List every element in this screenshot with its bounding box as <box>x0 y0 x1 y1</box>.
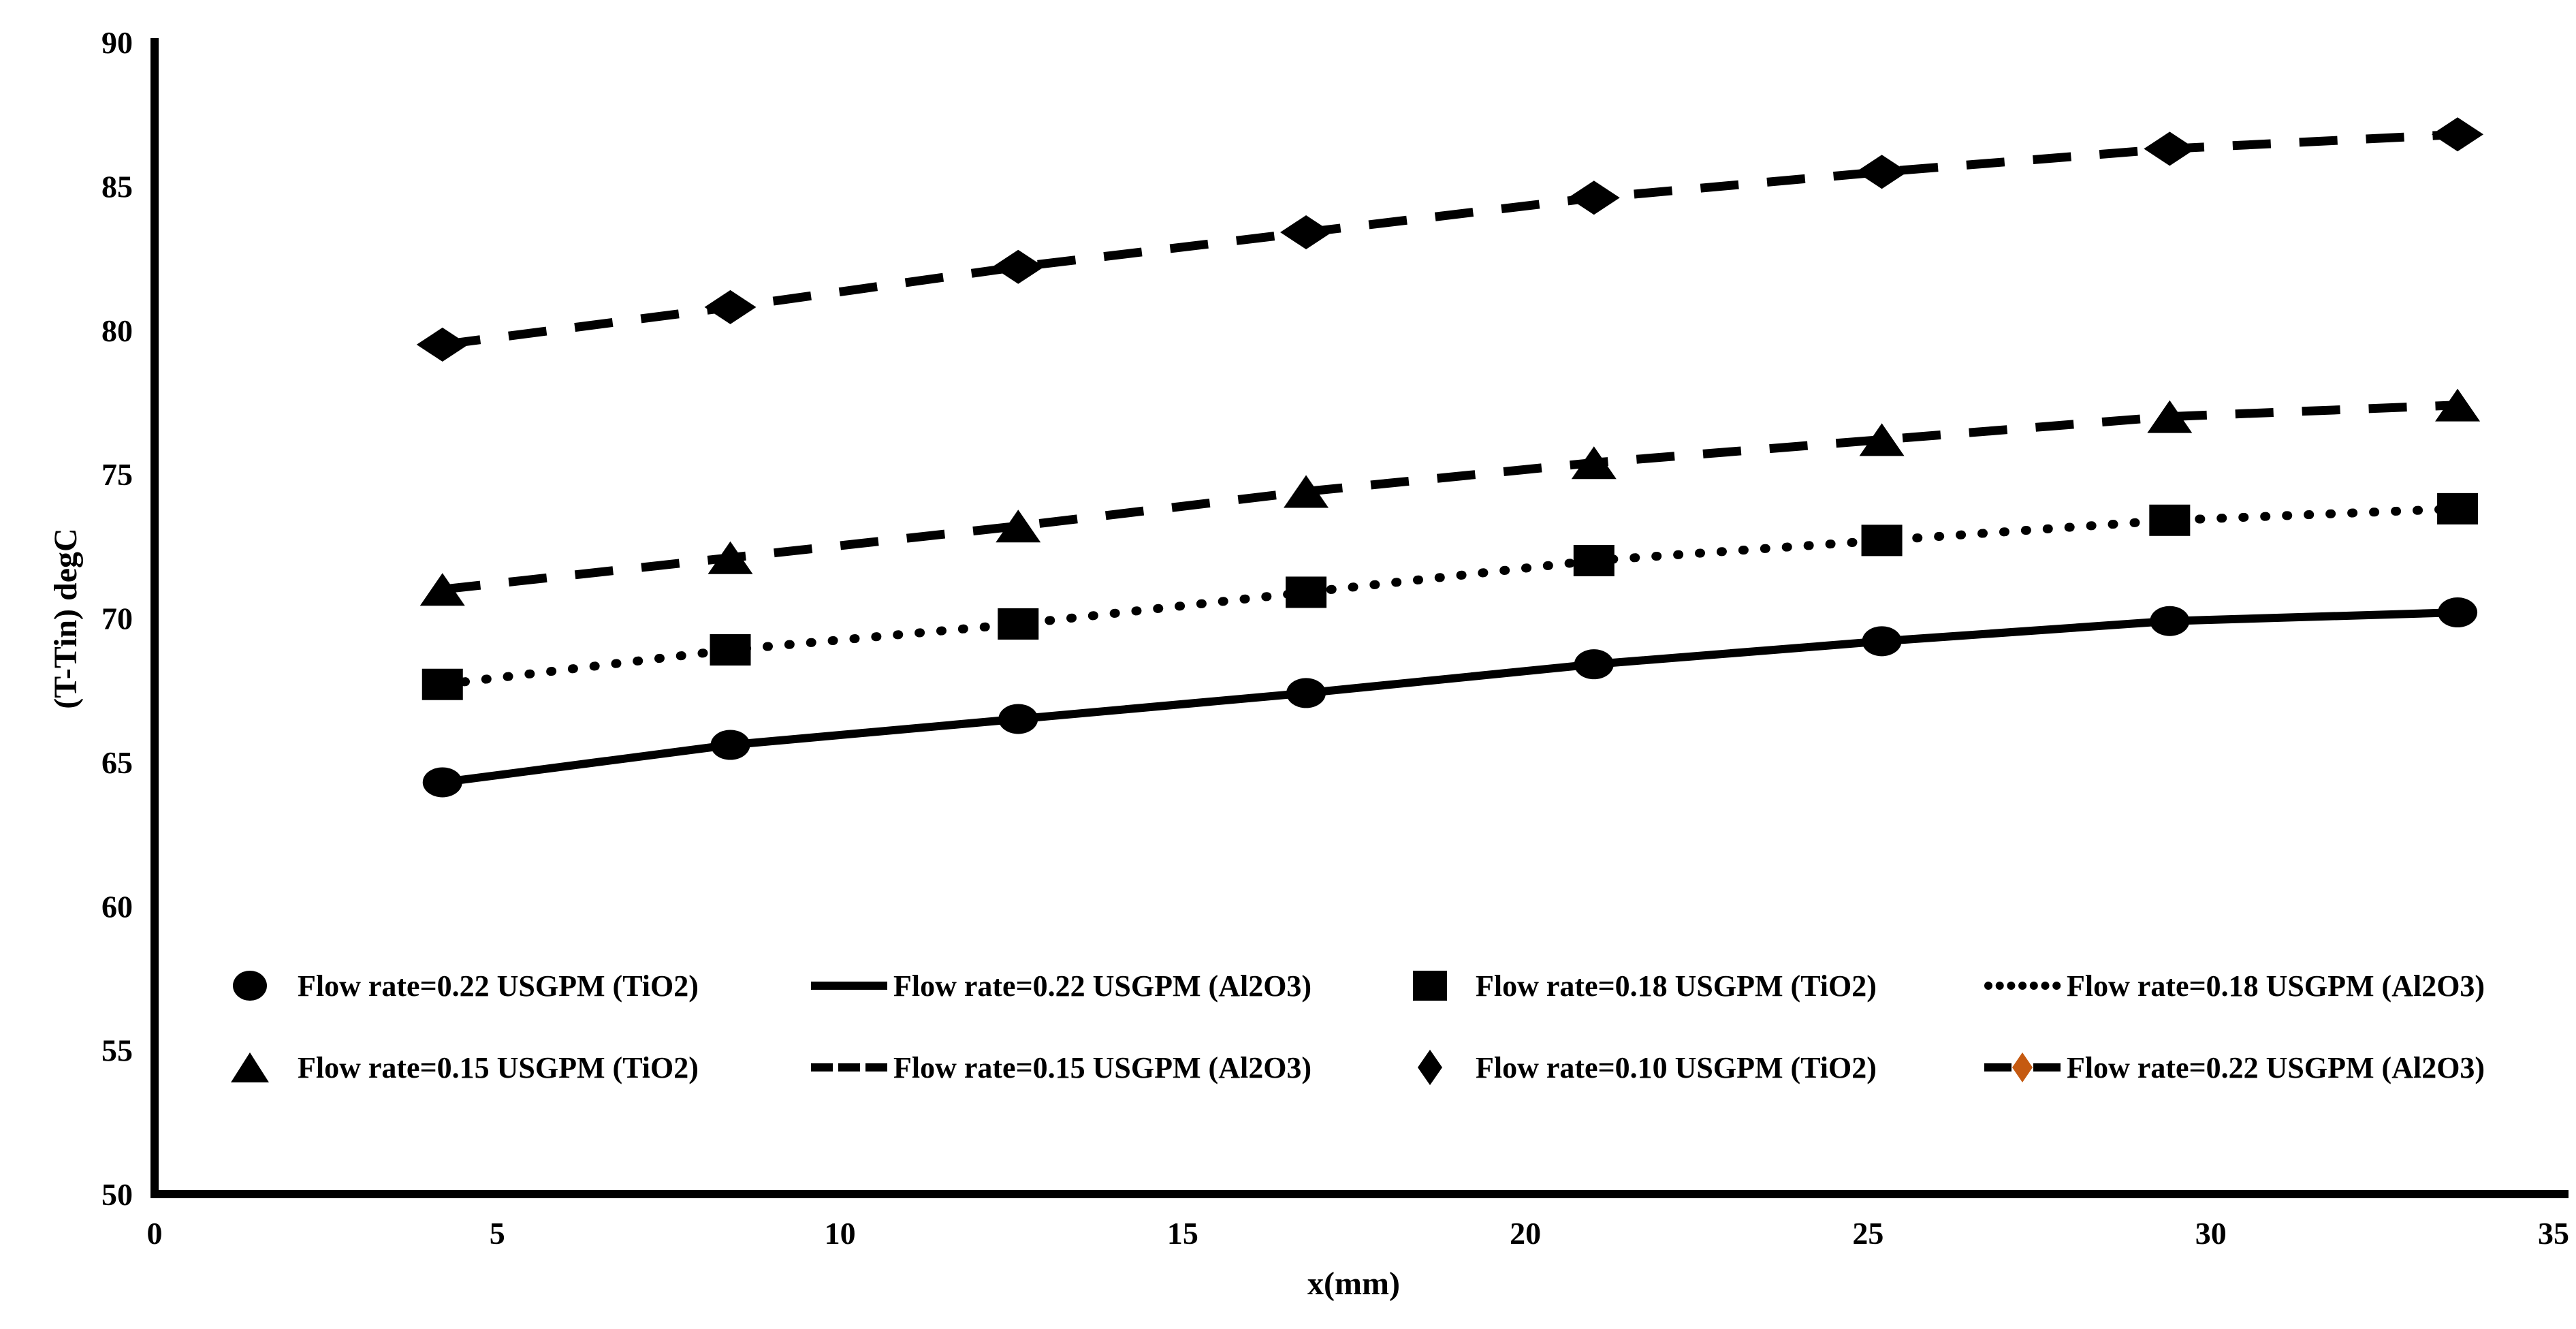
series-0-line <box>441 608 2458 787</box>
data-point-triangle <box>996 510 1041 543</box>
legend-dotted-line-icon <box>2018 982 2027 990</box>
data-point-square <box>1286 576 1327 608</box>
data-point-circle <box>2150 606 2190 636</box>
series-0-circle <box>422 597 2478 798</box>
series-2-line <box>442 401 2458 594</box>
legend-label: Flow rate=0.18 USGPM (TiO2) <box>1476 969 1877 1003</box>
data-point-diamond <box>2144 131 2196 166</box>
data-point-triangle <box>1284 475 1329 508</box>
y-tick-label-85: 85 <box>101 169 133 204</box>
series-layer <box>416 117 2484 798</box>
legend-label: Flow rate=0.15 USGPM (Al2O3) <box>893 1051 1311 1084</box>
legend-label: Flow rate=0.18 USGPM (Al2O3) <box>2067 969 2485 1003</box>
x-tick-labels: 0 5 10 15 20 25 30 35 <box>147 1216 2570 1251</box>
legend-item-6: Flow rate=0.10 USGPM (TiO2) <box>1418 1050 1877 1085</box>
legend-item-4: Flow rate=0.15 USGPM (TiO2) <box>231 1051 699 1084</box>
legend: Flow rate=0.22 USGPM (TiO2) Flow rate=0.2… <box>231 969 2485 1085</box>
x-tick-label-20: 20 <box>1510 1216 1541 1251</box>
x-tick-label-15: 15 <box>1167 1216 1198 1251</box>
legend-label: Flow rate=0.22 USGPM (Al2O3) <box>893 969 1311 1003</box>
legend-diamond-icon <box>1418 1050 1442 1085</box>
data-point-diamond <box>1856 155 1908 189</box>
legend-item-7: Flow rate=0.22 USGPM (Al2O3) <box>1984 1051 2485 1084</box>
legend-dotted-line-icon <box>2041 982 2050 990</box>
data-point-triangle <box>2435 388 2481 422</box>
y-tick-label-55: 55 <box>101 1033 133 1068</box>
data-point-square <box>422 668 463 700</box>
y-tick-label-75: 75 <box>101 457 133 492</box>
legend-dash-diamond-icon <box>1984 1063 2011 1072</box>
y-tick-label-80: 80 <box>101 313 133 348</box>
x-tick-label-30: 30 <box>2195 1216 2227 1251</box>
y-tick-label-60: 60 <box>101 889 133 924</box>
legend-orange-diamond-icon <box>2012 1052 2033 1082</box>
axes <box>150 38 2569 1198</box>
data-point-circle <box>2438 597 2478 628</box>
series-3-line <box>441 129 2458 349</box>
data-point-triangle <box>2147 400 2193 433</box>
data-point-diamond <box>992 249 1045 284</box>
data-point-square <box>2437 492 2479 525</box>
x-tick-label-5: 5 <box>490 1216 505 1251</box>
legend-dotted-line-icon <box>1984 982 1992 990</box>
legend-dashed-line-icon <box>865 1063 887 1072</box>
x-tick-label-35: 35 <box>2538 1216 2569 1251</box>
y-tick-label-90: 90 <box>101 25 133 60</box>
data-point-diamond <box>2432 117 2484 152</box>
data-point-triangle <box>419 573 465 606</box>
y-tick-label-50: 50 <box>101 1177 133 1212</box>
data-point-square <box>998 608 1039 640</box>
data-point-circle <box>1574 649 1614 680</box>
data-point-square <box>710 634 751 666</box>
legend-solid-line-icon <box>811 982 887 990</box>
data-point-circle <box>1286 678 1326 708</box>
legend-dashed-line-icon <box>838 1063 860 1072</box>
x-tick-label-10: 10 <box>825 1216 856 1251</box>
legend-square-icon <box>1413 971 1447 1001</box>
legend-dotted-line-icon <box>2029 982 2038 990</box>
y-axis-title: (T-Tin) degC <box>48 528 84 708</box>
data-point-diamond <box>1280 215 1333 250</box>
data-point-triangle <box>1859 423 1905 456</box>
data-point-square <box>1861 525 1903 557</box>
data-point-triangle <box>1571 446 1617 480</box>
legend-label: Flow rate=0.22 USGPM (Al2O3) <box>2067 1051 2485 1084</box>
data-point-circle <box>710 730 750 760</box>
legend-label: Flow rate=0.10 USGPM (TiO2) <box>1476 1051 1877 1084</box>
legend-label: Flow rate=0.22 USGPM (TiO2) <box>298 969 699 1003</box>
legend-circle-icon <box>233 971 267 1001</box>
data-point-diamond <box>416 327 468 362</box>
data-point-circle <box>1862 626 1902 657</box>
data-point-diamond <box>704 290 757 324</box>
series-2-triangle <box>419 388 2481 606</box>
data-point-circle <box>998 704 1038 734</box>
x-tick-label-25: 25 <box>1852 1216 1883 1251</box>
legend-item-3: Flow rate=0.18 USGPM (Al2O3) <box>1984 969 2485 1003</box>
legend-dotted-line-icon <box>1995 982 2004 990</box>
legend-item-2: Flow rate=0.18 USGPM (TiO2) <box>1413 969 1877 1003</box>
series-1-square <box>422 492 2479 700</box>
legend-label: Flow rate=0.15 USGPM (TiO2) <box>298 1051 699 1084</box>
legend-item-0: Flow rate=0.22 USGPM (TiO2) <box>233 969 699 1003</box>
legend-dotted-line-icon <box>2052 982 2061 990</box>
data-point-square <box>1573 544 1615 576</box>
legend-item-1: Flow rate=0.22 USGPM (Al2O3) <box>811 969 1311 1003</box>
y-tick-labels: 50 55 60 65 70 75 80 85 90 <box>101 25 133 1212</box>
legend-dashed-line-icon <box>811 1063 833 1072</box>
data-point-circle <box>422 767 462 798</box>
y-tick-label-70: 70 <box>101 601 133 636</box>
x-axis-title: x(mm) <box>1307 1266 1400 1302</box>
data-point-triangle <box>707 541 753 574</box>
legend-dotted-line-icon <box>2007 982 2016 990</box>
legend-item-5: Flow rate=0.15 USGPM (Al2O3) <box>811 1051 1311 1084</box>
data-point-diamond <box>1568 181 1620 215</box>
series-3-diamond <box>416 117 2484 362</box>
x-tick-label-0: 0 <box>147 1216 163 1251</box>
legend-triangle-icon <box>231 1052 269 1082</box>
legend-dash-diamond-icon <box>2033 1063 2061 1072</box>
data-point-square <box>2149 504 2191 536</box>
y-tick-label-65: 65 <box>101 745 133 780</box>
